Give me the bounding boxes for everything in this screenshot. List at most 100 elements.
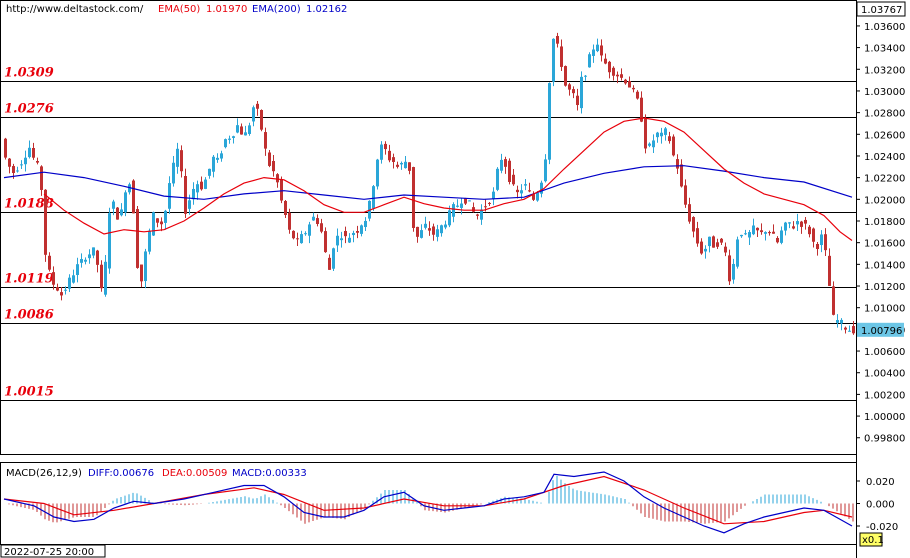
price-tick-label: 1.00000 [864,412,905,423]
candle-up [704,248,707,252]
macd-tick-label: -0.020 [866,522,898,533]
candle-up [380,144,383,160]
candle-down [684,185,687,205]
candle-down [600,45,603,56]
candle-down [720,238,723,243]
candle-up [88,254,91,259]
candle-down [572,89,575,94]
candle-up [228,138,231,140]
candle-down [728,255,731,282]
candle-up [660,132,663,137]
macd-legend-name: MACD(26,12,9) [6,468,82,479]
candle-down [324,231,327,253]
candle-down [116,207,119,220]
candle-down [756,227,759,231]
price-tick-label: 1.01200 [864,282,905,293]
candle-up [424,223,427,228]
candle-down [52,272,55,285]
price-tick-label: 1.03600 [864,22,905,33]
candle-down [200,181,203,190]
candle-up [164,210,167,223]
candle-down [832,286,835,315]
candle-up [208,168,211,176]
candle-down [688,204,691,222]
candle-down [816,243,819,250]
candle-up [592,49,595,56]
price-panel-frame [0,0,857,455]
candle-up [732,263,735,280]
candle-down [160,221,163,225]
candle-down [800,221,803,227]
candle-up [404,161,407,169]
candle-up [20,164,23,166]
candle-up [420,230,423,238]
candle-up [300,234,303,244]
price-tick-label: 1.03000 [864,87,905,98]
zoom-box[interactable] [859,532,883,547]
candle-up [172,162,175,184]
candlestick-series [4,32,855,335]
candle-down [60,292,63,296]
level-label: 1.0119 [4,272,54,287]
candle-down [180,150,183,172]
candle-down [288,212,291,230]
date-box [0,544,106,558]
candle-up [84,259,87,262]
candle-down [508,160,511,182]
candle-up [540,182,543,194]
candle-down [412,167,415,228]
candle-down [808,226,811,235]
candle-down [36,160,39,163]
candle-down [328,257,331,270]
candle-down [604,58,607,64]
macd-legend-diff: DIFF:0.00676 [88,468,154,479]
candle-down [136,209,139,268]
ema200-legend-value: 1.02162 [306,4,347,15]
candle-down [240,126,243,135]
candle-down [696,228,699,244]
macd-tick-label: 0.020 [866,477,895,488]
candle-up [460,203,463,208]
candle-down [616,74,619,77]
candle-up [304,233,307,235]
candle-up [312,216,315,221]
price-tick-label: 1.03200 [864,65,905,76]
candle-down [100,264,103,289]
zoom-label[interactable]: x0.1 [862,535,884,546]
last-price-label: 1.00796 [861,326,902,337]
candle-down [692,217,695,232]
candle-down [316,218,319,224]
candle-down [624,79,627,84]
candle-up [188,200,191,209]
candle-down [396,164,399,167]
candle-down [556,35,559,44]
candle-up [104,261,107,295]
candle-up [204,179,207,189]
candle-up [480,209,483,220]
candle-up [372,186,375,209]
candle-up [744,233,747,235]
price-tick-label: 1.02000 [864,195,905,206]
candle-down [48,255,51,270]
candle-down [464,197,467,204]
candle-down [156,218,159,223]
ema50-legend-value: 1.01970 [206,4,247,15]
candle-up [196,184,199,193]
candle-down [264,132,267,149]
diff-line [3,471,853,534]
candle-down [844,327,847,330]
candle-down [268,152,271,166]
candle-down [384,143,387,150]
support-resistance-levels: 1.0309 1.0276 1.0188 1.0119 1.0086 1.0015 [0,66,856,401]
candle-up [152,212,155,236]
candle-down [700,241,703,254]
candle-down [676,159,679,169]
candle-down [44,189,47,255]
candle-down [668,136,671,142]
candle-down [504,159,507,167]
candle-down [40,166,43,190]
candle-up [252,107,255,122]
candle-down [476,214,479,216]
candle-up [400,162,403,165]
level-label: 1.0276 [4,102,54,117]
